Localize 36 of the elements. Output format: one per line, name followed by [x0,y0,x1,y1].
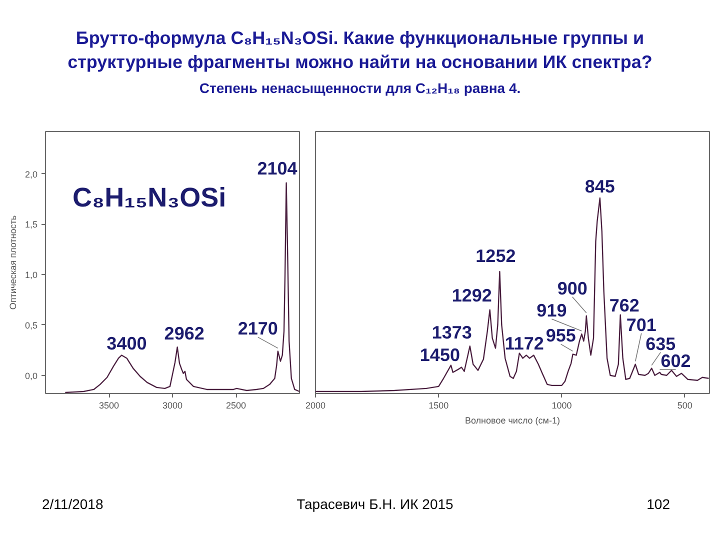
y-tick-label: 1,0 [24,270,38,280]
y-tick-label: 0,0 [24,370,38,381]
x-tick-label: 1000 [552,400,572,410]
y-axis-title: Оптическая плотность [8,215,18,310]
x-tick-label: 1500 [428,400,449,410]
annotation: 2104 [257,158,298,178]
annotation: C₈H₁₅N₃OSi [72,182,226,212]
text: Тарасевич Б.Н. ИК 2015 [296,495,454,514]
y-tick-label: 0,5 [24,320,38,330]
x-tick-label: 500 [677,400,692,410]
text: Брутто-формула C₈H₁₅N₃OSi. Какие функциональные группы и структурные фрагменты можно найти на основании ИК спектра? [66,27,654,74]
x-axis-title: Волновое число (см-1) [465,416,560,426]
annotation: 701 [626,314,656,335]
annotation: 1172 [504,334,544,354]
x-tick-label: 3500 [98,400,120,410]
annotation: 2962 [164,324,204,344]
x-tick-label: 2000 [305,400,326,410]
annotation: 919 [536,300,567,321]
annotation: 1252 [476,246,516,266]
x-tick-label: 2500 [226,400,246,410]
line-series [64,182,300,394]
annotation: 900 [557,278,588,298]
annotation: 1373 [432,322,472,343]
text: 102 [646,495,670,514]
x-tick-label: 3000 [162,400,183,410]
y-tick-label: 1,5 [24,220,38,230]
annotation: 3400 [106,334,147,354]
text: Степень ненасыщенности для C₁₂H₁₈ равна 4. [198,79,522,98]
annotation: 1450 [420,344,460,365]
annotation: 2170 [238,318,278,339]
annotation: 845 [584,176,615,197]
annotation: 1292 [452,285,492,306]
text: 2/11/2018 [42,495,104,514]
annotation: 762 [609,295,640,316]
annotation: 955 [546,326,576,346]
y-tick-label: 2,0 [24,169,38,180]
